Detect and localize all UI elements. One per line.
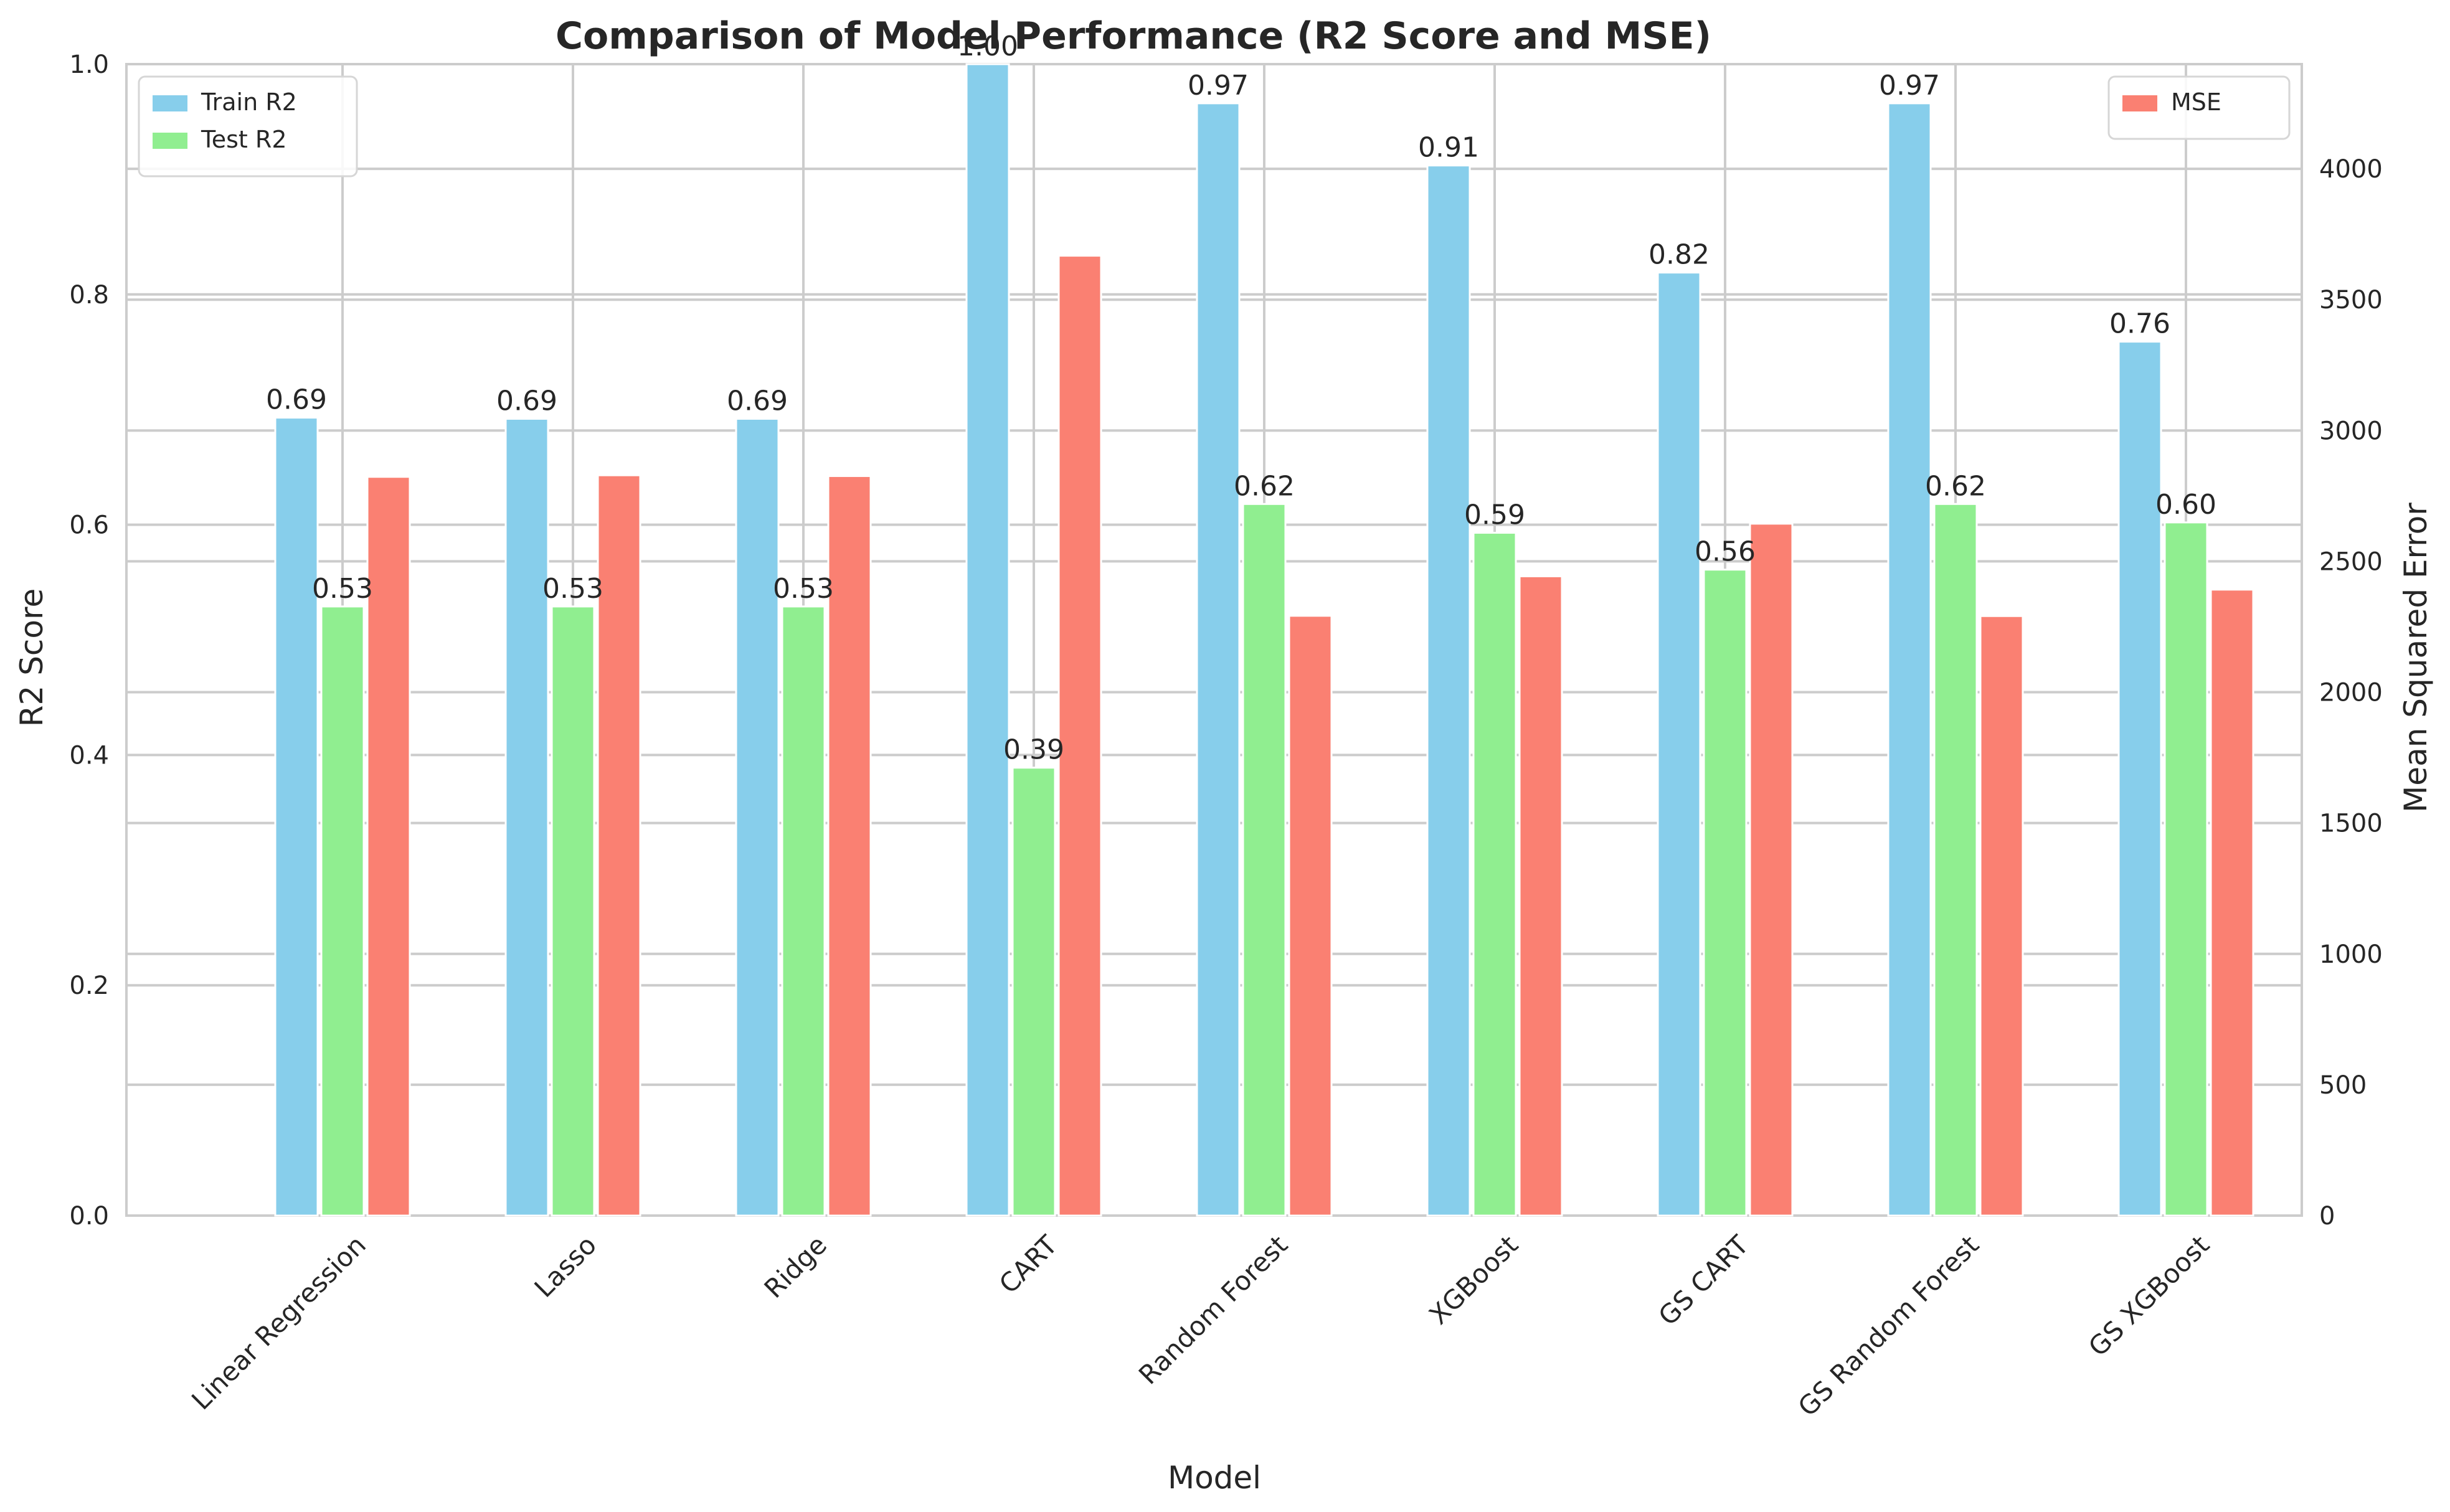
y2-tick-label: 0 <box>2319 1202 2335 1231</box>
data-label: 0.53 <box>312 573 373 605</box>
y2-tick-label: 4000 <box>2319 155 2383 184</box>
bar-mse <box>1059 256 1101 1216</box>
data-label: 0.97 <box>1188 70 1249 102</box>
x-tick-label: GS CART <box>1652 1229 1754 1331</box>
bar-mse <box>828 476 871 1216</box>
x-axis-label: Model <box>1168 1460 1261 1496</box>
bar-test-r2 <box>2165 522 2207 1216</box>
bar-train-r2 <box>1658 273 1700 1216</box>
legend-entry: Train R2 <box>201 88 297 116</box>
bar-train-r2 <box>2119 342 2161 1216</box>
x-tick-label: Linear Regression <box>186 1229 372 1415</box>
legend-entry: Test R2 <box>201 126 287 153</box>
data-label: 0.56 <box>1695 536 1756 568</box>
y2-tick-label: 3500 <box>2319 286 2383 314</box>
bar-train-r2 <box>1888 103 1931 1216</box>
y-tick-label: 0.6 <box>69 511 109 540</box>
x-tick-label: CART <box>993 1229 1064 1300</box>
bar-test-r2 <box>1473 533 1516 1216</box>
data-label: 0.69 <box>496 385 557 417</box>
bar-mse <box>598 475 640 1216</box>
y2-tick-label: 2500 <box>2319 547 2383 576</box>
data-label: 0.91 <box>1418 132 1479 164</box>
y-axis-label: R2 Score <box>14 588 50 727</box>
y-tick-label: 0.0 <box>69 1202 109 1231</box>
data-label: 1.00 <box>957 31 1018 62</box>
data-label: 0.76 <box>2109 308 2170 340</box>
x-tick-label: Ridge <box>759 1229 833 1304</box>
bar-mse <box>1980 616 2023 1216</box>
data-label: 0.69 <box>266 384 327 416</box>
bar-test-r2 <box>782 607 825 1216</box>
bar-mse <box>1289 616 1331 1216</box>
bar-train-r2 <box>736 418 778 1216</box>
y2-axis-label: Mean Squared Error <box>2398 503 2434 813</box>
data-label: 0.60 <box>2155 489 2216 521</box>
y2-tick-label: 500 <box>2319 1071 2367 1100</box>
bar-train-r2 <box>1197 103 1239 1216</box>
data-label: 0.97 <box>1879 70 1940 102</box>
x-tick-label: Random Forest <box>1133 1229 1294 1390</box>
x-tick-label: Lasso <box>529 1229 603 1303</box>
bar-test-r2 <box>1013 768 1055 1216</box>
y2-tick-label: 1000 <box>2319 940 2383 969</box>
x-tick-label: GS XGBoost <box>2083 1229 2215 1362</box>
data-label: 0.53 <box>773 573 834 605</box>
bar-train-r2 <box>275 418 318 1216</box>
bar-mse <box>367 477 410 1216</box>
data-label: 0.62 <box>1234 470 1295 502</box>
legend-entry: MSE <box>2171 88 2221 116</box>
data-label: 0.53 <box>542 573 603 605</box>
legend-swatch <box>153 133 187 149</box>
data-label: 0.69 <box>727 385 788 417</box>
data-label: 0.59 <box>1464 499 1525 531</box>
y2-tick-label: 3000 <box>2319 417 2383 445</box>
y-tick-label: 1.0 <box>69 50 109 79</box>
data-label: 0.39 <box>1003 734 1064 766</box>
bar-test-r2 <box>1934 504 1977 1216</box>
y-tick-label: 0.4 <box>69 741 109 770</box>
bar-mse <box>1520 576 1562 1216</box>
data-label: 0.82 <box>1648 239 1710 271</box>
bar-mse <box>1750 524 1792 1216</box>
chart-title: Comparison of Model Performance (R2 Scor… <box>556 14 1711 58</box>
y-tick-label: 0.8 <box>69 281 109 309</box>
bar-test-r2 <box>1704 570 1746 1216</box>
bar-test-r2 <box>321 607 364 1216</box>
bar-train-r2 <box>506 418 548 1216</box>
bar-test-r2 <box>552 607 594 1216</box>
bar-train-r2 <box>967 64 1009 1216</box>
legend-swatch <box>153 95 187 111</box>
bar-test-r2 <box>1243 504 1285 1216</box>
bar-train-r2 <box>1427 166 1470 1216</box>
bar-mse <box>2211 590 2253 1216</box>
x-tick-label: GS Random Forest <box>1792 1229 1985 1422</box>
y2-tick-label: 1500 <box>2319 810 2383 838</box>
legend-swatch <box>2122 95 2157 111</box>
y-tick-label: 0.2 <box>69 971 109 1000</box>
x-tick-label: XGBoost <box>1423 1229 1524 1330</box>
y2-tick-label: 2000 <box>2319 679 2383 707</box>
data-label: 0.62 <box>1925 470 1986 502</box>
